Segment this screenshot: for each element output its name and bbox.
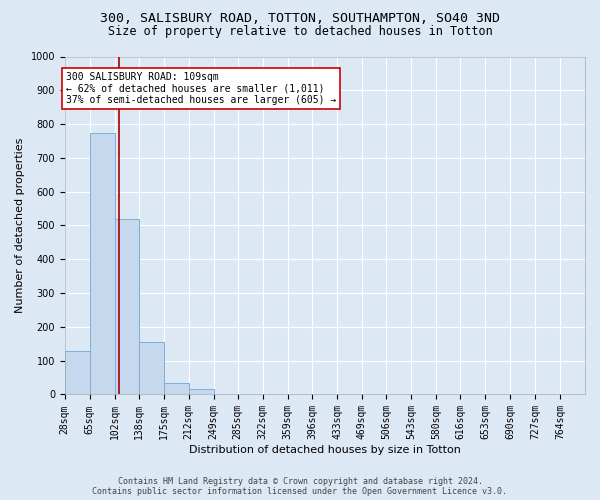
Bar [115, 218, 139, 394]
X-axis label: Distribution of detached houses by size in Totton: Distribution of detached houses by size … [189, 445, 461, 455]
Text: 300 SALISBURY ROAD: 109sqm
← 62% of detached houses are smaller (1,011)
37% of s: 300 SALISBURY ROAD: 109sqm ← 62% of deta… [66, 72, 337, 105]
Bar [65, 350, 89, 395]
Text: Contains HM Land Registry data © Crown copyright and database right 2024.
Contai: Contains HM Land Registry data © Crown c… [92, 476, 508, 496]
Bar [164, 382, 188, 394]
Bar [89, 132, 115, 394]
Text: Size of property relative to detached houses in Totton: Size of property relative to detached ho… [107, 25, 493, 38]
Bar [139, 342, 164, 394]
Y-axis label: Number of detached properties: Number of detached properties [15, 138, 25, 313]
Text: 300, SALISBURY ROAD, TOTTON, SOUTHAMPTON, SO40 3ND: 300, SALISBURY ROAD, TOTTON, SOUTHAMPTON… [100, 12, 500, 26]
Bar [188, 390, 214, 394]
